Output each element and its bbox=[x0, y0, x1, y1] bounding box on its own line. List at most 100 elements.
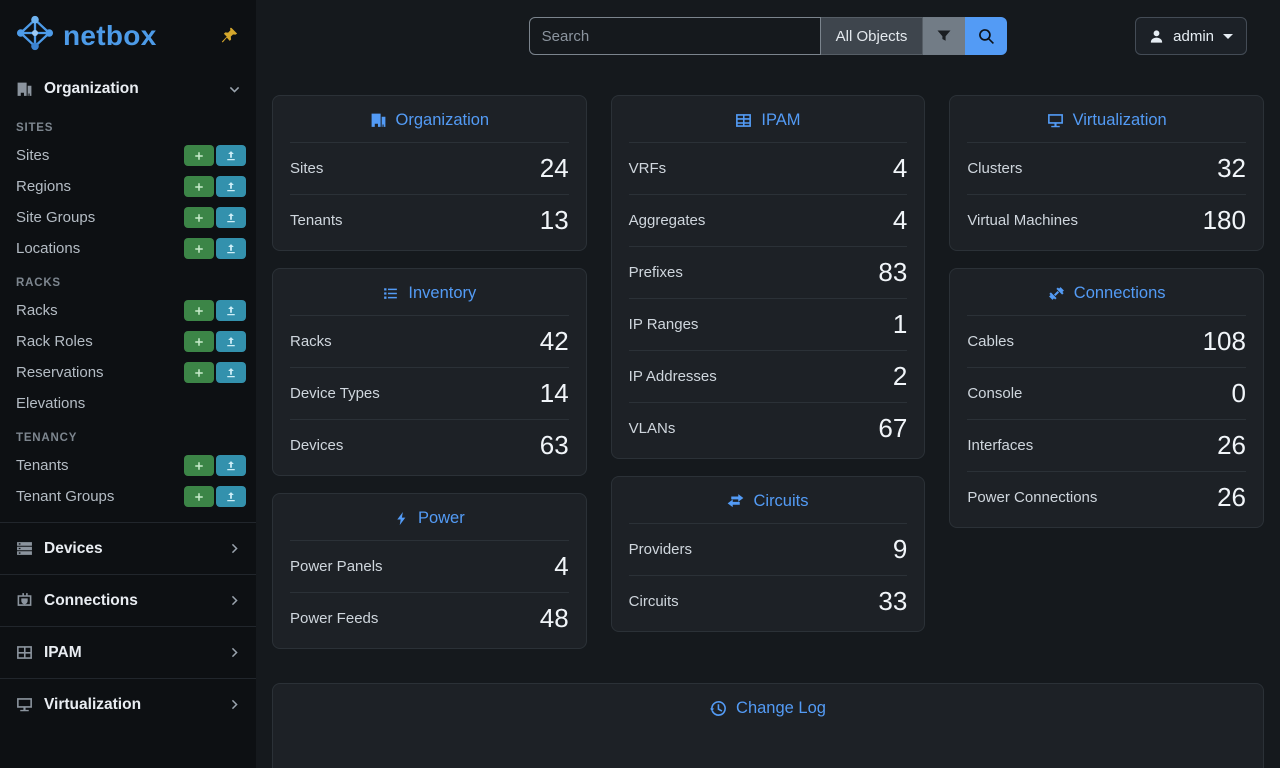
add-button[interactable] bbox=[184, 331, 214, 352]
stat-label[interactable]: Power Feeds bbox=[290, 610, 379, 627]
add-button[interactable] bbox=[184, 300, 214, 321]
sidebar-item-locations[interactable]: Locations bbox=[0, 233, 256, 264]
stat-label[interactable]: Virtual Machines bbox=[967, 212, 1078, 229]
stat-value[interactable]: 14 bbox=[539, 378, 569, 408]
search-button[interactable] bbox=[965, 17, 1008, 55]
stat-label[interactable]: IP Addresses bbox=[628, 368, 717, 385]
add-button[interactable] bbox=[184, 362, 214, 383]
import-button[interactable] bbox=[216, 455, 246, 476]
add-button[interactable] bbox=[184, 455, 214, 476]
virtualization-card-title[interactable]: Virtualization bbox=[967, 96, 1246, 142]
stat-value[interactable]: 4 bbox=[554, 551, 569, 581]
stat-label[interactable]: Prefixes bbox=[628, 264, 683, 281]
stat-value[interactable]: 26 bbox=[1217, 482, 1246, 512]
stat-label[interactable]: Circuits bbox=[628, 593, 679, 610]
stat-value[interactable]: 33 bbox=[878, 586, 908, 616]
add-button[interactable] bbox=[184, 176, 214, 197]
sidebar-item-racks[interactable]: Racks bbox=[0, 295, 256, 326]
stat-label[interactable]: Tenants bbox=[290, 212, 343, 229]
circuits-card-title[interactable]: Circuits bbox=[629, 477, 908, 523]
stat-label[interactable]: VRFs bbox=[628, 160, 667, 177]
stat-value[interactable]: 32 bbox=[1217, 153, 1246, 183]
sidebar-item-elevations[interactable]: Elevations bbox=[16, 395, 86, 412]
sidebar-item-sites[interactable]: Sites bbox=[0, 140, 256, 171]
ipam-card-title[interactable]: IPAM bbox=[629, 96, 908, 142]
import-button[interactable] bbox=[216, 207, 246, 228]
add-button[interactable] bbox=[184, 486, 214, 507]
stat-value[interactable]: 83 bbox=[878, 257, 908, 287]
stat-value[interactable]: 67 bbox=[878, 413, 908, 443]
organization-card: Organization Sites 24 Tenants 13 bbox=[272, 95, 587, 251]
stat-value[interactable]: 63 bbox=[539, 430, 569, 460]
add-button[interactable] bbox=[184, 207, 214, 228]
stat-label[interactable]: VLANs bbox=[628, 420, 676, 437]
pin-sidebar-icon[interactable] bbox=[221, 27, 238, 44]
funnel-icon bbox=[937, 30, 951, 41]
stat-value[interactable]: 26 bbox=[1217, 430, 1246, 460]
sidebar-item-rack-roles[interactable]: Rack Roles bbox=[0, 326, 256, 357]
stat-value[interactable]: 48 bbox=[539, 603, 569, 633]
changelog-card-title[interactable]: Change Log bbox=[290, 684, 1246, 730]
stat-value[interactable]: 4 bbox=[892, 205, 908, 235]
stat-value[interactable]: 108 bbox=[1202, 326, 1246, 356]
stat-label[interactable]: Power Panels bbox=[290, 558, 383, 575]
add-button[interactable] bbox=[184, 145, 214, 166]
stat-value[interactable]: 0 bbox=[1231, 378, 1246, 408]
import-button[interactable] bbox=[216, 238, 246, 259]
import-button[interactable] bbox=[216, 486, 246, 507]
stat-value[interactable]: 13 bbox=[539, 205, 569, 235]
import-button[interactable] bbox=[216, 300, 246, 321]
organization-card-title[interactable]: Organization bbox=[290, 96, 569, 142]
stat-label[interactable]: Racks bbox=[290, 333, 332, 350]
sidebar-item-tenants[interactable]: Tenants bbox=[0, 450, 256, 481]
cable-icon bbox=[1048, 285, 1065, 302]
chevron-down-icon bbox=[229, 84, 240, 95]
sidebar-item-virtualization[interactable]: Virtualization bbox=[0, 678, 256, 730]
stat-label[interactable]: Cables bbox=[967, 333, 1015, 350]
import-button[interactable] bbox=[216, 331, 246, 352]
stat-value[interactable]: 2 bbox=[892, 361, 908, 391]
sidebar-item-tenant-groups[interactable]: Tenant Groups bbox=[0, 481, 256, 512]
stat-label[interactable]: IP Ranges bbox=[628, 316, 699, 333]
power-card-title[interactable]: Power bbox=[290, 494, 569, 540]
plus-icon bbox=[195, 368, 203, 377]
add-button[interactable] bbox=[184, 238, 214, 259]
netbox-logo[interactable]: netbox bbox=[14, 14, 157, 57]
stat-label[interactable]: Sites bbox=[290, 160, 324, 177]
stat-value[interactable]: 42 bbox=[539, 326, 569, 356]
stat-label[interactable]: Power Connections bbox=[967, 489, 1098, 506]
stat-value[interactable]: 24 bbox=[539, 153, 569, 183]
stat-label[interactable]: Console bbox=[967, 385, 1023, 402]
stat-value[interactable]: 4 bbox=[892, 153, 908, 183]
stat-label[interactable]: Aggregates bbox=[628, 212, 706, 229]
sidebar-item-ipam[interactable]: IPAM bbox=[0, 626, 256, 678]
stat-row: Power Feeds 48 bbox=[290, 592, 569, 644]
sidebar-item-reservations[interactable]: Reservations bbox=[0, 357, 256, 388]
sidebar-item-organization[interactable]: Organization bbox=[0, 69, 256, 109]
sidebar-item-connections[interactable]: Connections bbox=[0, 574, 256, 626]
topbar: All Objects admin bbox=[256, 0, 1280, 72]
sidebar-item-regions[interactable]: Regions bbox=[0, 171, 256, 202]
stat-label[interactable]: Providers bbox=[628, 541, 693, 558]
stat-label[interactable]: Clusters bbox=[967, 160, 1023, 177]
stat-value[interactable]: 180 bbox=[1202, 205, 1246, 235]
stat-row: Console 0 bbox=[967, 367, 1246, 419]
stat-value[interactable]: 1 bbox=[892, 309, 908, 339]
filter-button[interactable] bbox=[923, 17, 966, 55]
stat-label[interactable]: Interfaces bbox=[967, 437, 1034, 454]
import-button[interactable] bbox=[216, 145, 246, 166]
search-scope-button[interactable]: All Objects bbox=[820, 17, 924, 55]
stat-row: Racks 42 bbox=[290, 315, 569, 367]
import-button[interactable] bbox=[216, 176, 246, 197]
user-dropdown-button[interactable]: admin bbox=[1135, 17, 1247, 55]
caret-down-icon bbox=[1223, 33, 1233, 39]
sidebar-item-devices[interactable]: Devices bbox=[0, 522, 256, 574]
import-button[interactable] bbox=[216, 362, 246, 383]
stat-label[interactable]: Devices bbox=[290, 437, 344, 454]
connections-card-title[interactable]: Connections bbox=[967, 269, 1246, 315]
stat-label[interactable]: Device Types bbox=[290, 385, 380, 402]
search-input[interactable] bbox=[528, 17, 821, 55]
inventory-card-title[interactable]: Inventory bbox=[290, 269, 569, 315]
stat-value[interactable]: 9 bbox=[892, 534, 908, 564]
sidebar-item-site-groups[interactable]: Site Groups bbox=[0, 202, 256, 233]
